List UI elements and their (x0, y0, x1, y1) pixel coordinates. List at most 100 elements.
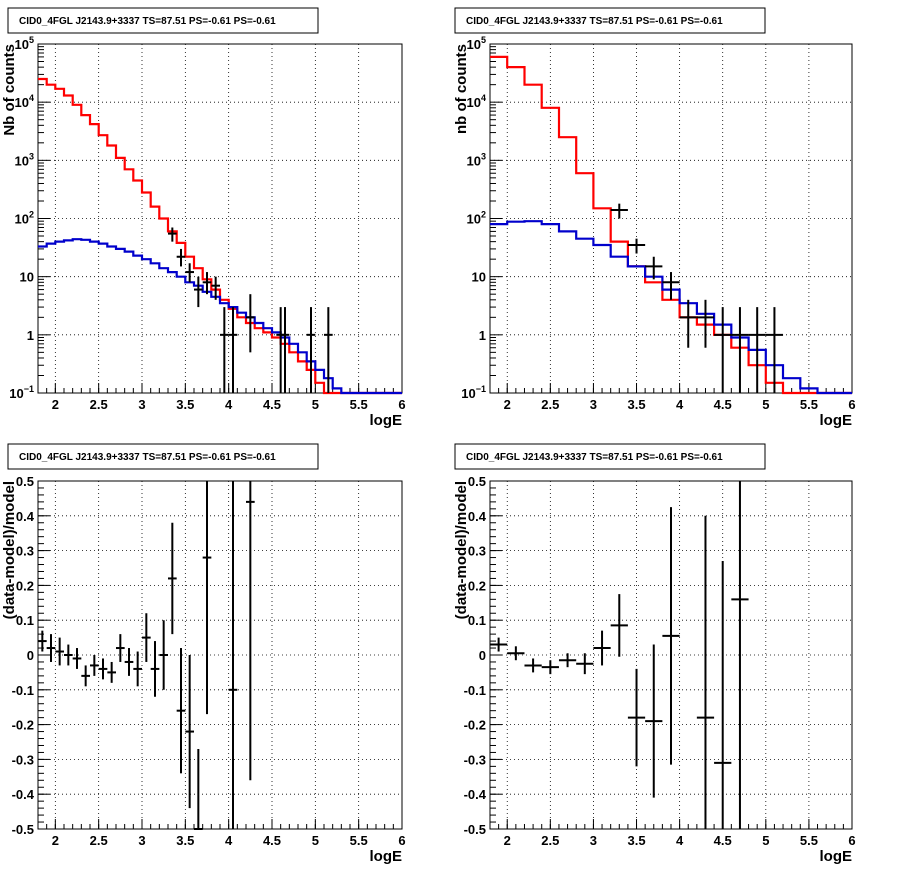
y-tick-label: -0.4 (464, 787, 487, 802)
chart-title: CID0_4FGL J2143.9+3337 TS=87.51 PS=-0.61… (466, 16, 723, 27)
data-point (748, 307, 766, 393)
data-point (280, 307, 290, 393)
y-axis-label: nb of counts (453, 44, 470, 134)
data-point (202, 481, 212, 715)
y-tick-label: -0.4 (12, 787, 35, 802)
y-tick-label: 10 (472, 270, 486, 285)
x-tick-label: 5.5 (800, 833, 818, 848)
y-tick-label: 10−1 (9, 384, 34, 401)
data-point (645, 256, 663, 280)
data-point (645, 644, 663, 798)
y-tick-label: 102 (467, 210, 486, 227)
data-point (116, 634, 125, 662)
title-box (454, 7, 766, 34)
data-point (731, 481, 749, 829)
plot-frame (37, 480, 403, 830)
x-tick-label: 2.5 (541, 397, 559, 412)
y-tick-label: 1 (27, 328, 34, 343)
x-tick-label: 3.5 (627, 833, 645, 848)
data-point (627, 668, 646, 767)
data-point (696, 515, 715, 829)
x-axis-label: logE (820, 412, 853, 429)
x-tick-label: 5 (312, 833, 319, 848)
y-tick-label: 0.1 (16, 613, 34, 628)
data-point (124, 648, 134, 676)
plot-frame (37, 43, 403, 394)
data-point (142, 613, 151, 662)
y-tick-label: 0.5 (468, 474, 486, 489)
data-point (246, 294, 255, 353)
data-point (662, 272, 680, 300)
y-tick-label: 0.3 (16, 544, 34, 559)
data-point (679, 299, 697, 348)
chart-panel-2: 2 2.5 3 3.5 4 4.5 5 5.5 610−1110102103104105logE… (453, 7, 856, 429)
data-point (524, 658, 542, 673)
y-tick-label: -0.1 (12, 683, 34, 698)
x-tick-label: 3 (138, 397, 145, 412)
data-point (507, 646, 525, 661)
x-tick-label: 4 (225, 833, 233, 848)
y-tick-label: -0.5 (464, 822, 486, 837)
data-point (202, 272, 212, 295)
x-tick-label: 2.5 (90, 397, 108, 412)
y-tick-label: -0.2 (464, 718, 486, 733)
x-axis-label: logE (370, 412, 403, 429)
title-box (7, 7, 319, 34)
data-point (246, 481, 255, 781)
x-axis-label: logE (370, 848, 403, 865)
chart-title: CID0_4FGL J2143.9+3337 TS=87.51 PS=-0.61… (466, 452, 723, 463)
x-tick-label: 4.5 (263, 397, 281, 412)
x-tick-label: 2 (504, 397, 511, 412)
data-point (194, 276, 203, 308)
data-point (627, 238, 646, 254)
y-tick-label: 10−1 (461, 384, 486, 401)
x-tick-label: 4.5 (263, 833, 281, 848)
y-tick-label: 0 (479, 648, 486, 663)
x-tick-label: 4 (225, 397, 233, 412)
data-point (490, 637, 508, 652)
data-point (228, 481, 238, 829)
x-tick-label: 2 (52, 397, 59, 412)
data-point (90, 655, 99, 676)
y-tick-label: -0.3 (464, 752, 486, 767)
data-point (159, 620, 168, 690)
x-tick-label: 5.5 (350, 397, 368, 412)
x-tick-label: 3.5 (176, 833, 194, 848)
chart-panel-1: 2 2.5 3 3.5 4 4.5 5 5.5 610−1110102103104105logE… (1, 7, 406, 429)
x-tick-label: 2 (52, 833, 59, 848)
y-tick-label: 0.2 (468, 578, 486, 593)
title-box (7, 443, 319, 470)
x-tick-label: 3 (138, 833, 145, 848)
x-tick-label: 5 (762, 397, 769, 412)
x-tick-label: 5 (312, 397, 319, 412)
data-point (610, 203, 628, 219)
x-tick-label: 4 (676, 397, 684, 412)
x-tick-label: 3 (590, 397, 597, 412)
data-point (107, 661, 116, 683)
data-point (194, 748, 203, 830)
data-point (64, 644, 73, 666)
series-line-2 (490, 220, 852, 395)
data-point (46, 634, 56, 662)
chart-panel-4: 2 2.5 3 3.5 4 4.5 5 5.5 6 -0.5 -0.4 -0.3 -0.2 -0.1 0 0.… (453, 443, 856, 865)
x-tick-label: 6 (398, 833, 405, 848)
data-point (593, 630, 611, 666)
x-axis-label: logE (820, 848, 853, 865)
y-tick-label: 0.4 (16, 509, 35, 524)
data-point (38, 630, 47, 652)
data-point (98, 658, 108, 680)
data-point (176, 248, 186, 267)
data-point (81, 665, 90, 687)
data-point (168, 227, 177, 242)
data-point (228, 307, 238, 393)
data-point (220, 307, 229, 393)
data-point (714, 561, 732, 829)
data-point (731, 307, 749, 393)
data-point (714, 307, 732, 393)
x-tick-label: 4.5 (714, 833, 732, 848)
x-tick-label: 4.5 (714, 397, 732, 412)
data-point (185, 655, 194, 809)
y-tick-label: 0.1 (468, 613, 486, 628)
y-axis-label: (data-model)/model (453, 481, 470, 619)
